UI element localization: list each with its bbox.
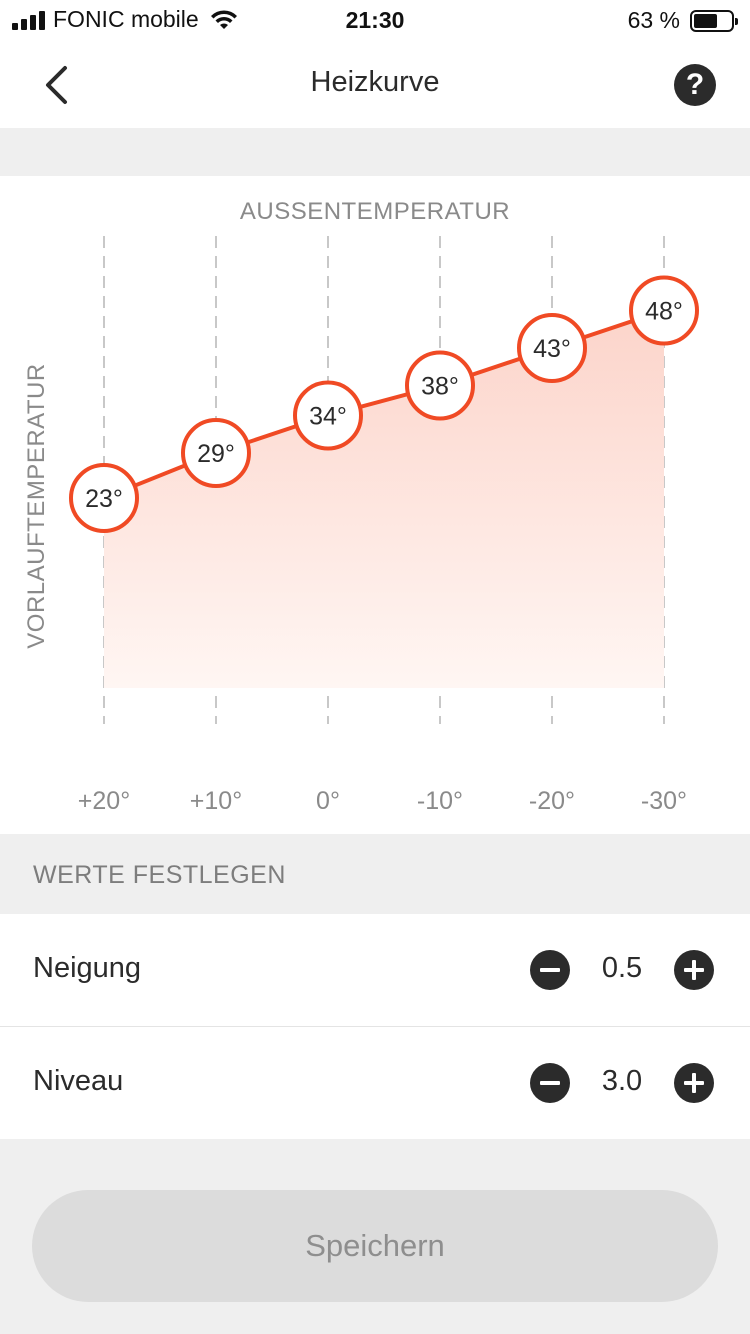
data-points: 23° 29° 34° 38° 43° 48°	[69, 275, 699, 533]
data-point-marker	[181, 418, 251, 488]
neigung-label: Neigung	[33, 952, 142, 984]
niveau-row: Niveau 3.0	[0, 1027, 750, 1139]
x-tick-label: -30°	[641, 787, 687, 815]
page-title: Heizkurve	[310, 66, 440, 98]
section-title: WERTE FESTLEGEN	[33, 861, 286, 889]
data-point-marker	[293, 380, 363, 451]
x-tick-label: 0°	[316, 787, 340, 815]
battery-fill	[694, 13, 717, 28]
data-point-label: 43°	[533, 335, 571, 363]
data-point-label: 29°	[197, 440, 235, 468]
data-point-label: 23°	[85, 485, 123, 513]
niveau-decrease-button[interactable]	[530, 1063, 570, 1103]
neigung-row: Neigung 0.5	[0, 914, 750, 1026]
neigung-value: 0.5	[601, 952, 643, 984]
x-tick-label: +20°	[78, 787, 130, 815]
neigung-decrease-button[interactable]	[530, 950, 570, 990]
wifi-icon	[210, 9, 237, 29]
data-point-label: 38°	[421, 373, 459, 401]
status-time: 21:30	[345, 7, 405, 33]
data-point-marker	[405, 350, 475, 421]
neigung-increase-button[interactable]	[674, 950, 714, 990]
heating-curve-chart: AUSSENTEMPERATUR VORLAUFTEMPERATUR 23° 29…	[0, 176, 750, 834]
settings-section-header: WERTE FESTLEGEN	[0, 834, 750, 914]
battery-icon	[690, 9, 738, 32]
data-point-marker	[517, 313, 587, 383]
data-point-marker	[69, 463, 139, 533]
x-tick-label: +10°	[190, 787, 242, 815]
data-point-label: 48°	[645, 298, 683, 326]
navigation-bar: Heizkurve ?	[0, 42, 750, 128]
data-point-marker	[629, 275, 699, 346]
status-battery: 63 %	[627, 7, 738, 34]
x-tick-label: -10°	[417, 787, 463, 815]
row-divider	[0, 1026, 750, 1027]
question-circle-icon: ?	[685, 68, 705, 101]
carrier-label: FONIC mobile	[53, 6, 199, 32]
battery-percent: 63 %	[627, 7, 680, 33]
niveau-increase-button[interactable]	[674, 1063, 714, 1103]
status-carrier: FONIC mobile	[12, 6, 239, 33]
chevron-left-icon	[46, 66, 67, 104]
heating-curve-svg: AUSSENTEMPERATUR VORLAUFTEMPERATUR 23° 29…	[23, 198, 699, 815]
status-bar: FONIC mobile 21:30 63 %	[0, 0, 750, 42]
area-shape	[104, 310, 664, 688]
data-point-label: 34°	[309, 403, 347, 431]
save-button[interactable]: Speichern	[32, 1190, 718, 1302]
help-button[interactable]: ?	[674, 64, 716, 106]
x-tick-labels: +20° +10° 0° -10° -20° -30°	[78, 787, 687, 815]
back-button[interactable]	[34, 60, 78, 110]
x-tick-label: -20°	[529, 787, 575, 815]
niveau-label: Niveau	[33, 1065, 124, 1097]
x-axis-title: AUSSENTEMPERATUR	[240, 198, 510, 225]
niveau-value: 3.0	[601, 1065, 643, 1097]
signal-icon	[12, 10, 45, 30]
y-axis-title: VORLAUFTEMPERATUR	[23, 363, 50, 648]
area-fill	[104, 310, 664, 688]
